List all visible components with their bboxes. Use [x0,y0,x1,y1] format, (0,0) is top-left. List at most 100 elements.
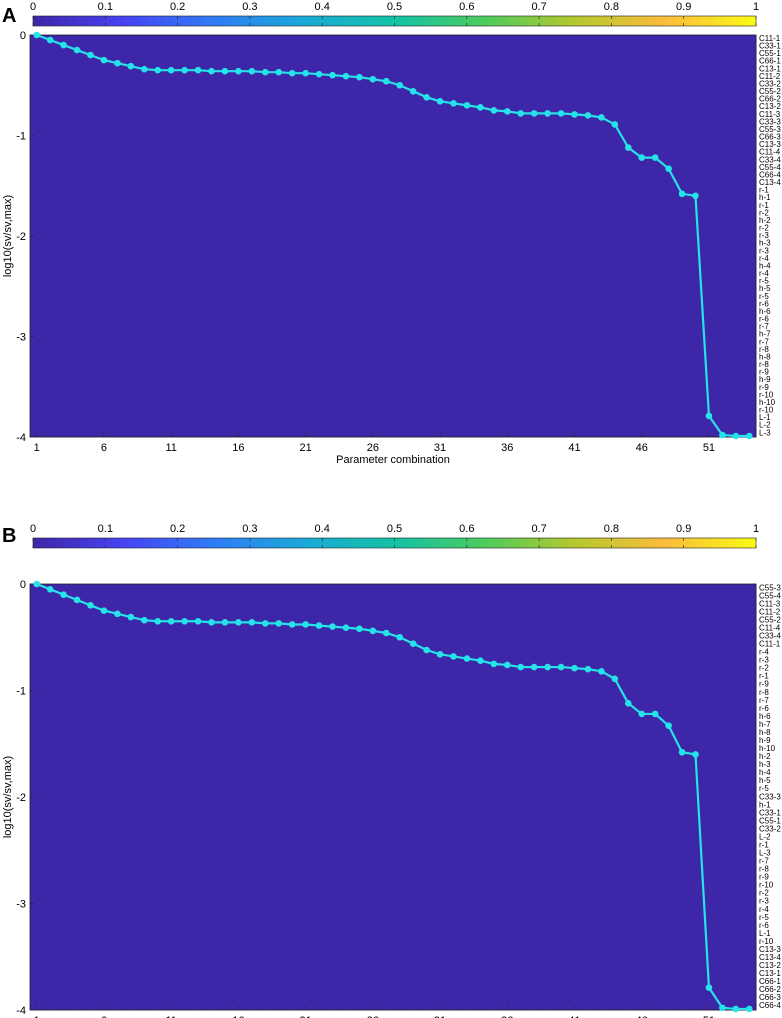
heatmap-cell [715,126,730,135]
heatmap-cell [30,744,44,754]
heatmap-cell [567,103,582,112]
heatmap-cell [124,809,138,818]
heatmap-cell [567,857,582,866]
heatmap-cell [635,361,649,370]
heatmap-cell [608,720,622,730]
heatmap-cell [446,664,461,673]
heatmap-cell [191,752,206,762]
heatmap-cell [406,833,421,842]
heatmap-cell [702,247,717,256]
heatmap-cell [258,776,273,786]
heatmap-cell [231,270,246,279]
heatmap-cell [312,704,327,714]
heatmap-cell [191,817,206,826]
heatmap-cell [608,429,622,438]
heatmap-cell [715,640,730,649]
heatmap-cell [218,414,233,423]
heatmap-cell [30,849,44,858]
heatmap-cell [742,744,757,754]
heatmap-cell [514,361,528,370]
row-label: C13-1 [759,64,781,73]
heatmap-cell [675,133,690,142]
heatmap-cell [272,270,286,279]
heatmap-cell [661,179,676,188]
heatmap-cell [608,656,622,665]
heatmap-cell [83,247,98,256]
heatmap-cell [581,103,596,112]
heatmap-cell [729,163,743,172]
heatmap-cell [272,399,286,408]
heatmap-cell [419,736,434,746]
heatmap-cell [594,163,609,172]
heatmap-cell [715,148,730,157]
heatmap-cell [661,624,676,633]
heatmap-cell [594,42,609,51]
heatmap-cell [702,608,717,617]
heatmap-cell [742,209,757,218]
heatmap-cell [352,338,367,347]
heatmap-cell [272,680,286,689]
heatmap-cell [124,323,138,332]
heatmap-cell [164,239,179,248]
heatmap-cell [366,720,380,730]
heatmap-cell [56,399,71,408]
heatmap-cell [554,784,569,794]
heatmap-cell [500,809,515,818]
heatmap-cell [110,156,125,165]
heatmap-cell [473,632,488,641]
heatmap-cell [43,752,58,762]
panel-A: A 0 0.1 0.2 0.3 0.4 0.5 0.6 0.7 0.8 0.9 11 6 11 16 21 26… [2,1,781,466]
heatmap-cell [325,126,340,135]
heatmap-cell [366,277,380,286]
heatmap-cell [137,736,152,746]
heatmap-cell [460,752,475,762]
heatmap-cell [151,712,165,722]
heatmap-cell [567,315,582,324]
colorbar-tick-label: 0 [30,523,36,535]
heatmap-cell [608,126,622,135]
heatmap-cell [393,672,407,681]
heatmap-cell [581,262,596,271]
heatmap-cell [567,148,582,157]
heatmap-cell [419,110,434,119]
heatmap-cell [379,323,394,332]
heatmap-cell [540,323,555,332]
heatmap-cell [204,209,219,218]
heatmap-cell [177,817,192,826]
heatmap-cell [30,406,44,415]
heatmap-cell [527,118,542,127]
heatmap-cell [272,118,286,127]
heatmap-cell [702,383,717,392]
heatmap-cell [151,50,165,59]
heatmap-cell [30,696,44,705]
heatmap-cell [366,376,380,385]
heatmap-cell [339,285,354,294]
heatmap-cell [30,648,44,657]
heatmap-cell [352,656,367,665]
heatmap-cell [312,156,327,165]
heatmap-cell [191,224,206,233]
heatmap-cell [245,664,259,673]
heatmap-cell [231,323,246,332]
heatmap-cell [379,376,394,385]
colorbar-tick-label: 0.2 [170,1,185,13]
heatmap-cell [325,399,340,408]
heatmap-cell [191,399,206,408]
heatmap-cell [245,421,259,430]
heatmap-cell [245,414,259,423]
heatmap-cell [661,809,676,818]
heatmap-cell [514,744,528,754]
heatmap-cell [621,65,636,74]
heatmap-cell [366,640,380,649]
heatmap-cell [621,110,636,119]
heatmap-cell [325,118,340,127]
heatmap-cell [433,600,448,609]
heatmap-cell [514,376,528,385]
heatmap-cell [500,239,515,248]
heatmap-cell [43,338,58,347]
heatmap-cell [231,414,246,423]
heatmap-cell [702,315,717,324]
heatmap-cell [110,42,125,51]
heatmap-cell [500,608,515,617]
heatmap-cell [608,632,622,641]
